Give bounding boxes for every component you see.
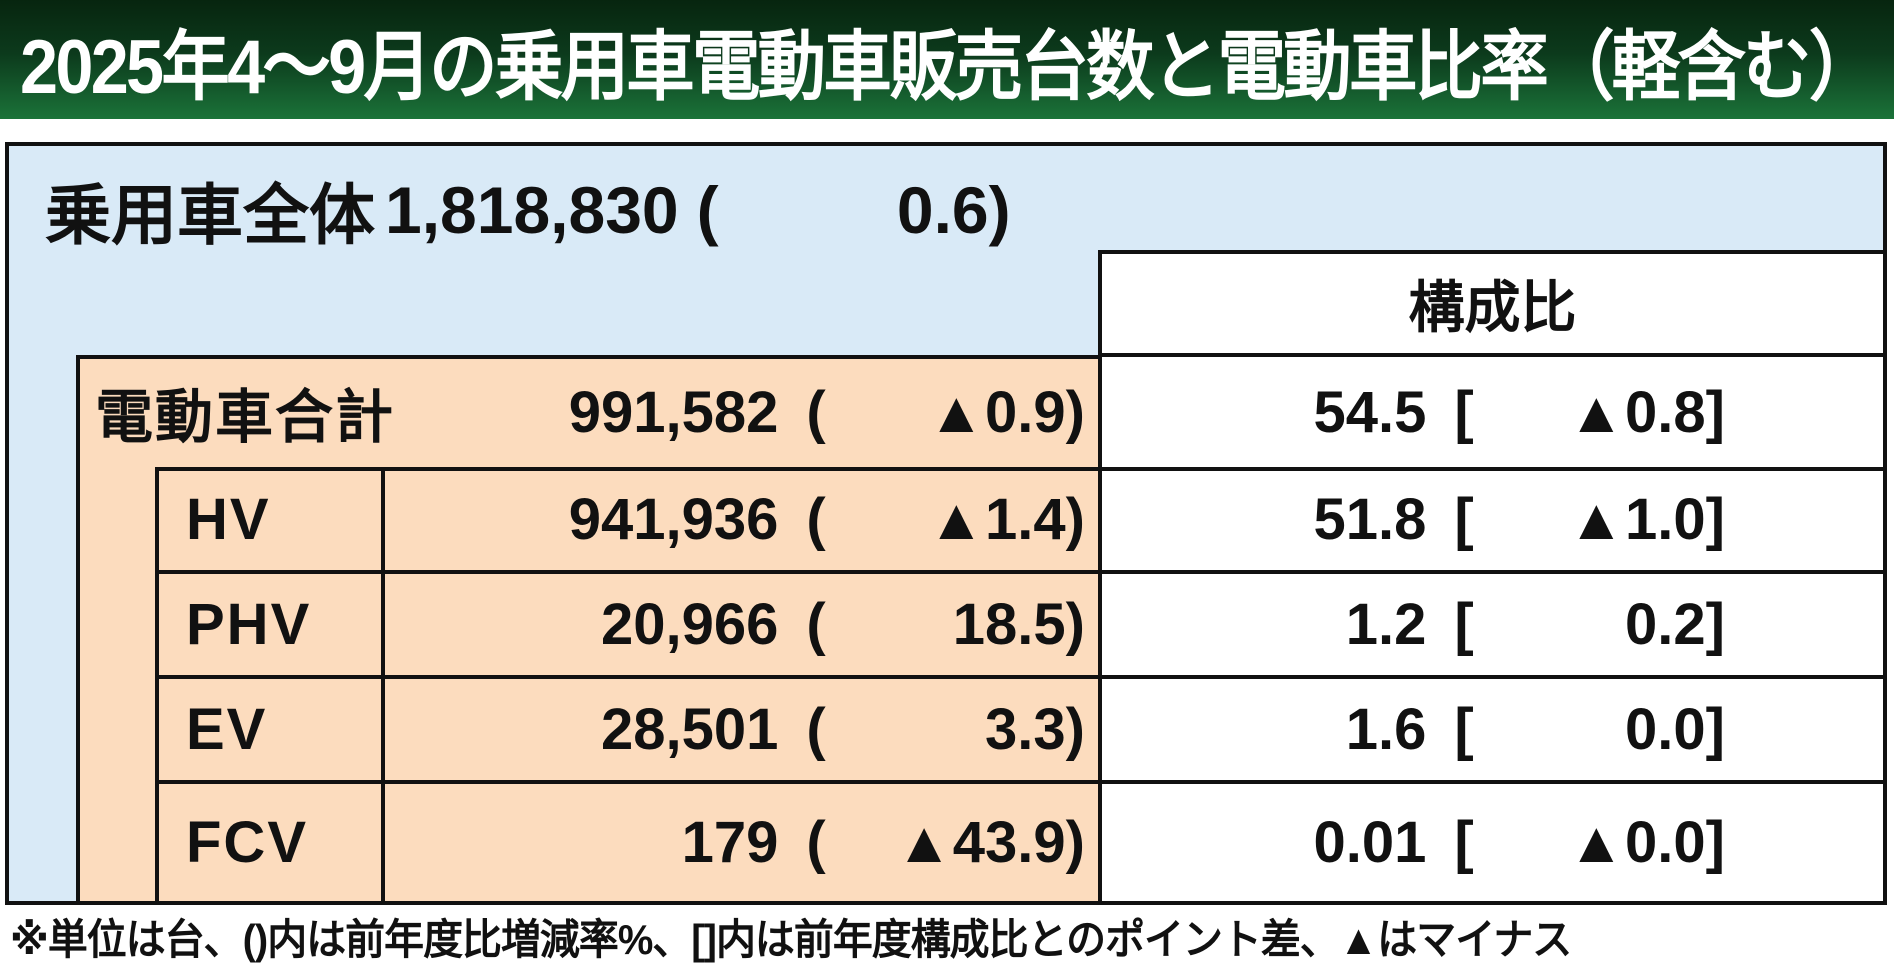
yoy-pct-value: 18.5	[952, 592, 1066, 657]
share-pct-value: 1.2	[1345, 592, 1427, 657]
open-bracket: [	[1454, 379, 1474, 445]
share-row-divider-2	[1098, 675, 1883, 679]
open-paren: (	[806, 487, 826, 552]
share-row-divider-0	[1098, 467, 1883, 471]
share-diff-value: 0.0	[1625, 697, 1706, 762]
close-bracket: ]	[1705, 810, 1725, 875]
share-row-divider-1	[1098, 570, 1883, 574]
row-label-text: FCV	[186, 810, 308, 875]
footnote: ※単位は台、()内は前年度比増減率%、[]内は前年度構成比とのポイント差、▲はマ…	[10, 906, 1796, 966]
row-label-text: 電動車合計	[95, 385, 396, 450]
ev-subtable-border	[155, 467, 1102, 905]
row-value-phv: 20,966 ( 18.5 )	[385, 576, 1085, 673]
row-label-phv: PHV	[186, 576, 371, 673]
summary-label: 乗用車全体	[45, 177, 375, 252]
row-share-ev-total: 54.5 [ ▲0.8 ]	[1102, 359, 1883, 465]
summary-units: 1,818,830	[385, 172, 679, 247]
open-bracket: [	[1454, 810, 1474, 875]
row-label-hv: HV	[186, 471, 371, 568]
yoy-pct-value: ▲43.9	[895, 810, 1066, 875]
close-bracket: ]	[1705, 592, 1725, 657]
share-header-label: 構成比	[1408, 276, 1577, 339]
close-bracket: ]	[1705, 487, 1725, 552]
units-value: 991,582	[568, 379, 779, 445]
yoy-pct-value: ▲0.9	[927, 379, 1066, 445]
open-paren: (	[806, 379, 826, 445]
open-bracket: [	[1454, 487, 1474, 552]
share-diff-value: ▲1.0	[1567, 487, 1706, 552]
row-label-text: HV	[186, 487, 271, 552]
units-value: 28,501	[600, 697, 779, 762]
row-label-ev-total: 電動車合計	[95, 359, 395, 465]
share-pct-value: 51.8	[1313, 487, 1427, 552]
row-value-fcv: 179 ( ▲43.9 )	[385, 786, 1085, 899]
share-diff-value: 0.2	[1625, 592, 1706, 657]
open-bracket: [	[1454, 592, 1474, 657]
share-pct-value: 1.6	[1345, 697, 1427, 762]
row-label-text: EV	[186, 697, 268, 762]
subtable-row-divider-1	[155, 570, 1102, 574]
subtable-vertical-divider	[381, 467, 385, 905]
summary-yoy-pct: 0.6	[896, 172, 989, 247]
units-value: 941,936	[568, 487, 779, 552]
row-value-hv: 941,936 ( ▲1.4 )	[385, 471, 1085, 568]
subtable-row-divider-3	[155, 780, 1102, 784]
close-paren: )	[1065, 697, 1085, 762]
open-bracket: [	[1454, 697, 1474, 762]
subtable-row-divider-2	[155, 675, 1102, 679]
share-diff-value: ▲0.0	[1567, 810, 1706, 875]
close-paren: )	[1065, 592, 1085, 657]
row-share-ev: 1.6 [ 0.0 ]	[1102, 681, 1883, 778]
summary-open-paren: (	[696, 172, 719, 247]
share-column-header: 構成比	[1098, 250, 1887, 357]
close-paren: )	[1065, 810, 1085, 875]
open-paren: (	[806, 592, 826, 657]
close-paren: )	[1065, 487, 1085, 552]
share-diff-value: ▲0.8	[1567, 379, 1706, 445]
row-label-fcv: FCV	[186, 786, 371, 899]
close-bracket: ]	[1705, 379, 1725, 445]
row-share-phv: 1.2 [ 0.2 ]	[1102, 576, 1883, 673]
yoy-pct-value: ▲1.4	[927, 487, 1066, 552]
page-title: 2025年4〜9月の乗用車電動車販売台数と電動車比率（軽含む）	[19, 24, 1877, 110]
share-row-divider-3	[1098, 780, 1883, 784]
open-paren: (	[806, 810, 826, 875]
summary-line: 乗用車全体 1,818,830 ( 0.6 )	[45, 162, 1090, 257]
row-label-ev: EV	[186, 681, 371, 778]
units-value: 20,966	[600, 592, 779, 657]
title-bar: 2025年4〜9月の乗用車電動車販売台数と電動車比率（軽含む）	[0, 0, 1894, 119]
open-paren: (	[806, 697, 826, 762]
footnote-text: ※単位は台、()内は前年度比増減率%、[]内は前年度構成比とのポイント差、▲はマ…	[10, 915, 1572, 963]
row-value-ev: 28,501 ( 3.3 )	[385, 681, 1085, 778]
close-bracket: ]	[1705, 697, 1725, 762]
units-value: 179	[681, 810, 779, 875]
yoy-pct-value: 3.3	[985, 697, 1066, 762]
row-share-fcv: 0.01 [ ▲0.0 ]	[1102, 786, 1883, 899]
row-value-ev-total: 991,582 ( ▲0.9 )	[385, 359, 1085, 465]
row-share-hv: 51.8 [ ▲1.0 ]	[1102, 471, 1883, 568]
close-paren: )	[1065, 379, 1085, 445]
row-label-text: PHV	[186, 592, 312, 657]
summary-close-paren: )	[988, 172, 1011, 247]
share-pct-value: 0.01	[1313, 810, 1427, 875]
share-column-background	[1098, 355, 1883, 901]
share-pct-value: 54.5	[1313, 379, 1427, 445]
